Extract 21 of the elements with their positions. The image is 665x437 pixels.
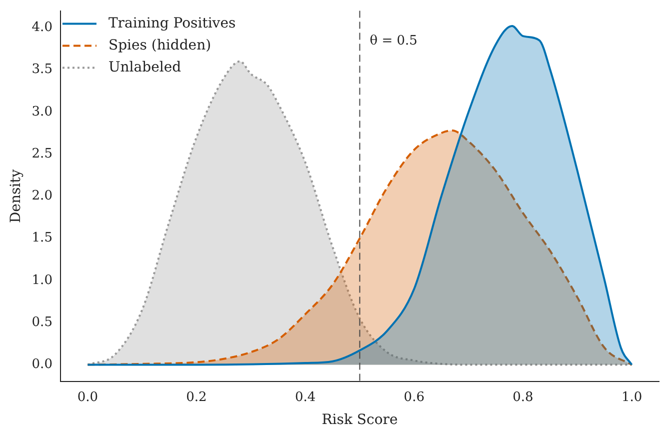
x-tick-label: 0.0	[77, 390, 98, 405]
y-tick-label: 0.0	[32, 357, 52, 372]
y-tick-label: 2.0	[32, 188, 52, 204]
y-axis-title: Density	[8, 169, 24, 224]
y-tick-label: 3.5	[32, 62, 52, 78]
y-tick-label: 1.0	[32, 272, 52, 288]
x-tick-label: 0.4	[294, 390, 316, 405]
legend-label: Training Positives	[108, 15, 236, 32]
x-axis-title: Risk Score	[322, 412, 398, 428]
y-tick-label: 4.0	[32, 20, 52, 36]
x-tick-label: 0.2	[186, 390, 207, 405]
y-tick-label: 3.0	[32, 104, 52, 120]
legend-label: Spies (hidden)	[108, 37, 212, 54]
legend-label: Unlabeled	[108, 59, 182, 76]
x-tick-label: 0.8	[512, 390, 534, 405]
y-tick-label: 1.5	[32, 230, 52, 246]
x-tick-label: 1.0	[621, 390, 642, 405]
ref-line-label: θ = 0.5	[370, 34, 418, 49]
y-tick-label: 0.5	[32, 314, 52, 330]
y-tick-label: 2.5	[32, 146, 52, 162]
x-tick-label: 0.6	[404, 390, 424, 405]
